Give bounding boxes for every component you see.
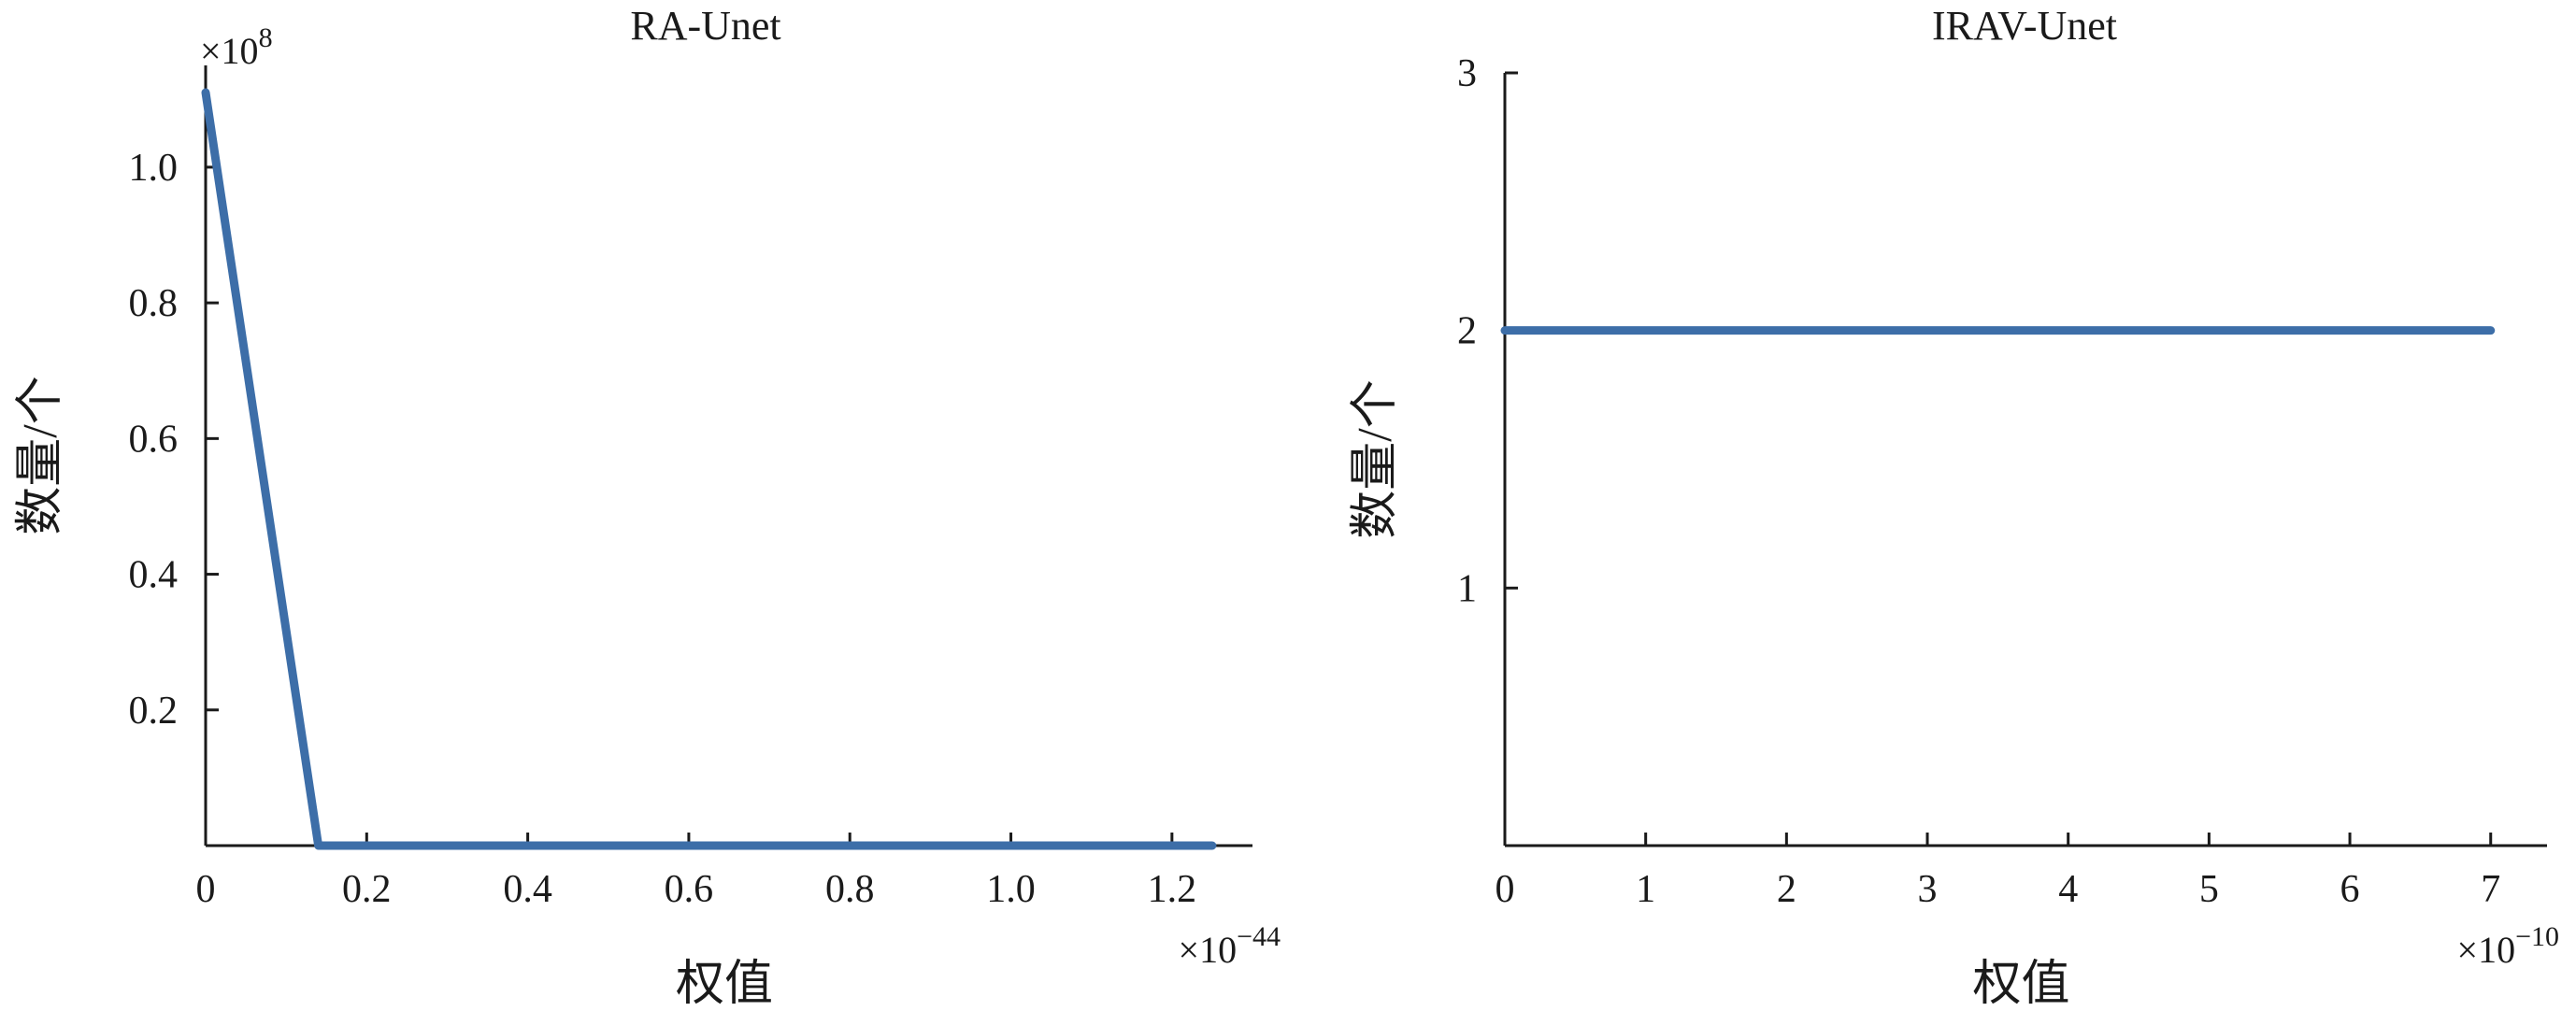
y-tick-label: 0.4 bbox=[129, 554, 179, 597]
x-tick-label: 4 bbox=[2058, 868, 2078, 911]
y-tick-label: 1 bbox=[1457, 567, 1477, 610]
x-tick-label: 5 bbox=[2199, 868, 2219, 911]
x-tick-label: 1.2 bbox=[1148, 868, 1197, 911]
x-tick-label: 2 bbox=[1777, 868, 1796, 911]
x-axis-multiplier: ×10−44 bbox=[1179, 921, 1281, 971]
chart-panel-2: IRAV-Unet 0 1 2 3 4 5 6 7 1 2 3 ×10−10 权值 数量/个 bbox=[1349, 3, 2559, 1011]
x-tick-label: 0.6 bbox=[665, 868, 714, 911]
chart-title: RA-Unet bbox=[630, 3, 780, 49]
x-axis-exponent: −10 bbox=[2515, 921, 2559, 952]
x-tick-label: 0 bbox=[1496, 868, 1515, 911]
y-tick-label: 3 bbox=[1457, 52, 1477, 95]
x-tick-label: 3 bbox=[1918, 868, 1938, 911]
x-tick-label: 1 bbox=[1636, 868, 1655, 911]
x-tick-label: 6 bbox=[2340, 868, 2360, 911]
y-tick-label: 2 bbox=[1457, 310, 1477, 353]
x-tick-label: 0.2 bbox=[342, 868, 392, 911]
x-axis-multiplier: ×10−10 bbox=[2457, 921, 2559, 971]
y-tick-label: 0.8 bbox=[129, 282, 179, 325]
series-line-1 bbox=[201, 88, 1217, 850]
y-tick-label: 0.6 bbox=[129, 418, 179, 461]
x-tick-label: 0 bbox=[196, 868, 216, 911]
x-axis-label: 权值 bbox=[676, 958, 773, 1011]
chart-title: IRAV-Unet bbox=[1932, 3, 2117, 49]
x-tick-label: 7 bbox=[2481, 868, 2500, 911]
x-tick-label: 1.0 bbox=[986, 868, 1036, 911]
y-axis-label: 数量/个 bbox=[14, 376, 67, 534]
y-axis-exponent: 8 bbox=[259, 22, 273, 53]
y-tick-label: 1.0 bbox=[129, 147, 179, 190]
x-axis-exponent: −44 bbox=[1237, 921, 1281, 952]
x-tick-label: 0.8 bbox=[825, 868, 875, 911]
y-tick-label: 0.2 bbox=[129, 690, 179, 733]
y-axis-label: 数量/个 bbox=[1349, 379, 1402, 538]
chart-panel-1: RA-Unet 0 0.2 0.4 0.6 0.8 1.0 1.2 0.2 0.4 0.6 0.8 1.… bbox=[14, 3, 1281, 1011]
x-tick-label: 0.4 bbox=[503, 868, 552, 911]
y-axis-multiplier: ×108 bbox=[200, 22, 273, 72]
x-axis-label: 权值 bbox=[1972, 958, 2069, 1011]
